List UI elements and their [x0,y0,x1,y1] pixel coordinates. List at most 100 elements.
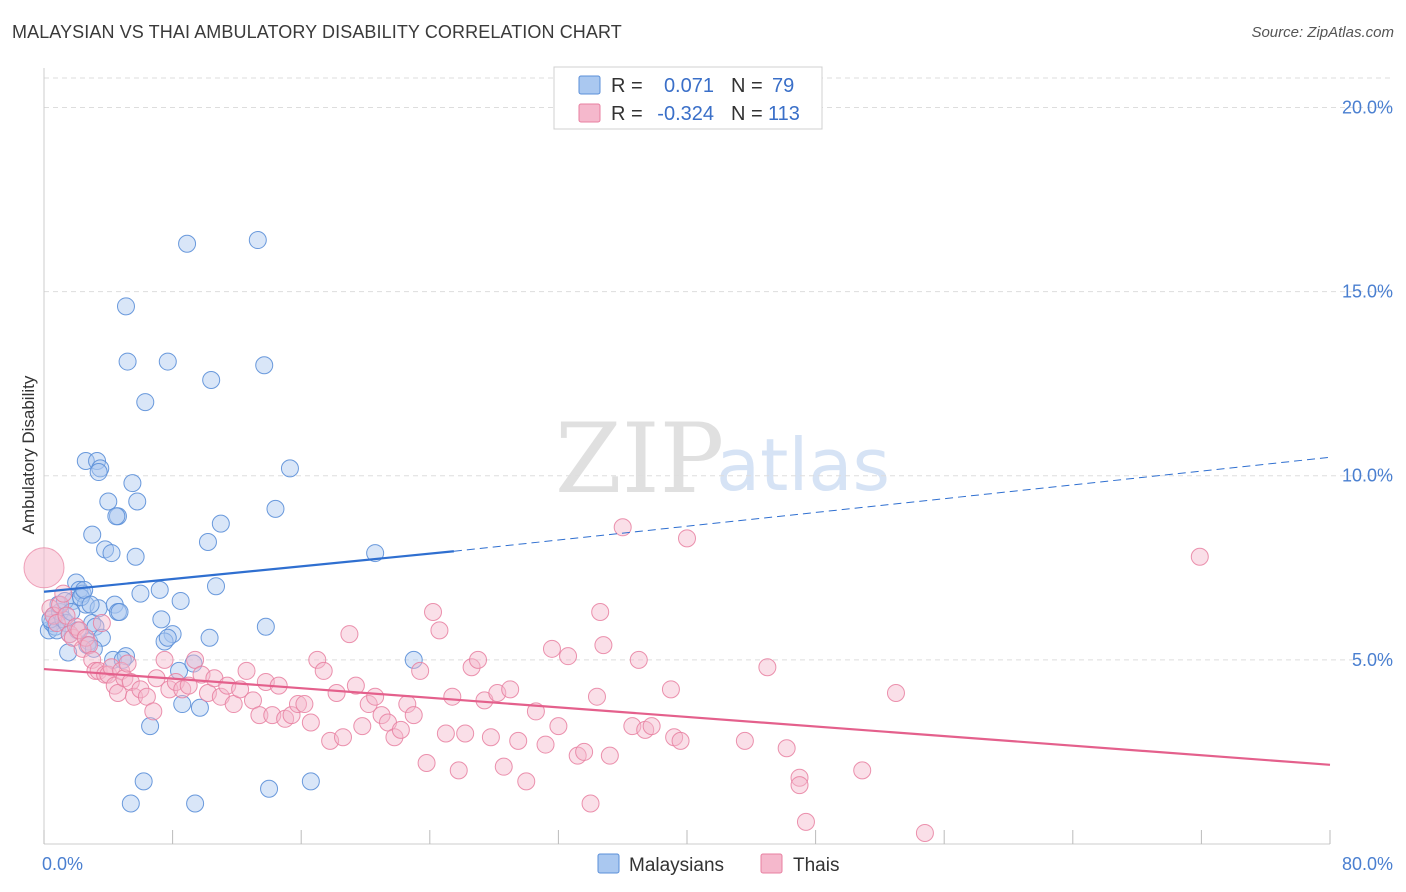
thais-point [70,621,89,640]
bottom-legend-thais: Thais [793,855,839,876]
thais-point [509,731,528,750]
y-tick-label: 15.0% [1342,282,1393,302]
malaysians-point [173,695,192,714]
malaysians-point [256,617,275,636]
malaysians-point [404,650,423,669]
thais-point [155,650,174,669]
thais-point [790,768,809,787]
legend-r-label-2: R = [611,103,643,125]
thais-point [308,650,327,669]
malaysians-point [158,628,177,647]
malaysians-point [255,356,274,375]
thais-point [424,602,443,621]
x-tick-label: 0.0% [42,854,83,874]
malaysians-point [107,507,126,526]
malaysians-point [99,492,118,511]
thais-point [366,687,385,706]
malaysians-point [136,393,155,412]
malaysians-point [207,577,226,596]
thais-point [600,746,619,765]
thais-point [391,720,410,739]
thais-point [462,658,481,677]
thais-point [469,650,488,669]
thais-point [144,702,163,721]
thais-point [404,706,423,725]
malaysians-point [248,231,267,250]
watermark-zip: ZIP [555,403,724,515]
legend-n-label-1: N = [731,75,763,97]
malaysians-point [260,779,279,798]
malaysians-point [155,632,174,651]
thais-point [549,717,568,736]
legend-n-value-2: 113 [768,103,800,125]
malaysians-point [116,647,135,666]
malaysians-point [62,602,81,621]
thais-point [282,706,301,725]
thais-point [121,672,140,691]
thais-point [494,757,513,776]
y-tick-label: 10.0% [1342,466,1393,486]
thais-point [301,713,320,732]
malaysians-point [141,717,160,736]
thais-point [340,625,359,644]
legend-r-label-1: R = [611,75,643,97]
legend-r-value-1: 0.071 [664,75,714,97]
thais-point [661,680,680,699]
malaysians-point [211,514,230,533]
malaysians-point [202,370,221,389]
malaysians-point [301,772,320,791]
malaysians-point [186,794,205,813]
thais-point [678,529,696,548]
thais-point [735,731,754,750]
thais-point [430,621,449,640]
malaysians-point [83,525,102,544]
axes: 5.0% 10.0% 15.0% 20.0% 0.0% 80.0% [42,68,1393,874]
chart-title: MALAYSIAN VS THAI AMBULATORY DISABILITY … [12,22,622,42]
y-tick-label: 5.0% [1352,650,1393,670]
malaysians-point [102,544,121,563]
malaysians-point [128,492,147,511]
malaysians-point [150,580,169,599]
malaysians-point [59,643,78,662]
malaysians-point [178,234,197,253]
x-tick-label: 80.0% [1342,854,1393,874]
thais-point [436,724,455,743]
legend-swatch-malaysians [578,75,601,95]
malaysians-point [118,352,137,371]
thais-point [915,823,934,842]
watermark-atlas: atlas [716,423,890,507]
thais-point [83,650,102,669]
thais-point [47,614,66,633]
thais-point [237,661,256,680]
thais-points [23,518,1209,842]
thais-point [542,639,561,658]
malaysians-point [190,698,209,717]
trend-lines [43,456,1331,766]
thais-point [131,680,150,699]
thais-point [288,695,307,714]
malaysians-point [171,591,190,610]
thais-point [456,724,475,743]
legend-n-value-1: 79 [772,75,794,97]
malaysians-trend-line [43,550,455,593]
bottom-legend-malaysians: Malaysians [629,855,724,876]
thais-point [385,728,404,747]
malaysians-point [81,595,100,614]
malaysians-point [126,547,145,566]
thais-point [372,706,391,725]
bottom-legend-swatch-malaysians [597,853,620,874]
thais-point [333,728,352,747]
thais-point [587,687,606,706]
legend-n-label-2: N = [731,103,763,125]
thais-point [92,614,111,633]
malaysians-point [134,772,153,791]
malaysians-point [89,463,108,482]
thais-point [796,812,815,831]
thais-point [411,661,430,680]
thais-trend-line [43,667,1331,766]
thais-point [481,728,500,747]
thais-point [1190,547,1209,566]
legend-r-value-2: -0.324 [657,103,714,125]
malaysians-trend-extension [453,456,1331,552]
malaysians-point [152,610,171,629]
